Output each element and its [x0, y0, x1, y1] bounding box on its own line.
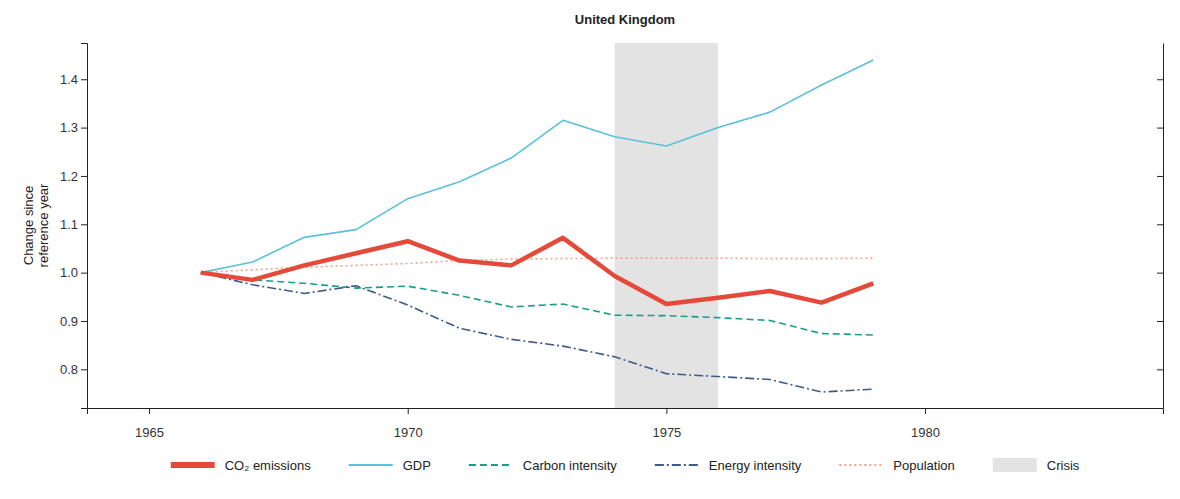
legend-item: Carbon intensity: [469, 458, 617, 473]
y-tick: 1.0: [60, 265, 87, 280]
legend-swatch: [469, 464, 513, 466]
legend-label: Population: [893, 458, 954, 473]
series-line: [201, 273, 874, 335]
legend-label: CO₂ emissions: [225, 458, 311, 473]
y-tick-label: 0.9: [60, 314, 78, 329]
y-tick: 1.4: [60, 72, 87, 87]
y-tick: 1.1: [60, 217, 87, 232]
y-tick-right: [1157, 321, 1163, 322]
legend-item: Energy intensity: [655, 458, 802, 473]
y-tick-mark: [1157, 321, 1163, 322]
legend-swatch: [349, 464, 393, 466]
x-tick-mark: [408, 408, 409, 414]
y-tick-right: [1157, 273, 1163, 274]
y-tick-mark: [81, 79, 87, 80]
plot-area: 0.8 0.9 1.0 1.1 1.2 1.3 1.4 1965 1970 1975 1980: [60, 43, 1164, 440]
x-tick: 1975: [652, 408, 681, 440]
legend-label: Carbon intensity: [523, 458, 617, 473]
y-tick: 1.2: [60, 169, 87, 184]
y-tick-mark: [1157, 224, 1163, 225]
legend-label: Energy intensity: [709, 458, 802, 473]
y-tick-label: 1.4: [60, 72, 78, 87]
x-tick-label: 1980: [911, 425, 940, 440]
legend-swatch: [171, 462, 215, 468]
y-tick-mark: [81, 369, 87, 370]
y-tick-label: 1.0: [60, 265, 78, 280]
y-axis-line: [81, 44, 88, 409]
legend-swatch: [993, 458, 1037, 472]
legend-swatch: [839, 464, 883, 466]
title: United Kingdom: [575, 12, 675, 27]
x-axis: 1965 1970 1975 1980: [88, 408, 1164, 440]
legend-item: Crisis: [993, 458, 1080, 473]
legend-item: CO₂ emissions: [171, 458, 311, 473]
y-tick-mark: [81, 128, 87, 129]
y-axis: 0.8 0.9 1.0 1.1 1.2 1.3 1.4: [60, 44, 88, 409]
legend-label: GDP: [403, 458, 431, 473]
y-tick-mark: [1157, 176, 1163, 177]
y-tick-mark: [1157, 369, 1163, 370]
y-tick-right: [1157, 369, 1163, 370]
crisis-band: [615, 43, 718, 408]
y-tick-right: [1157, 79, 1163, 80]
x-tick: 1965: [135, 408, 164, 440]
y-axis-title: Change sincereference year: [21, 183, 51, 267]
chart: 0.8 0.9 1.0 1.1 1.2 1.3 1.4 1965 1970 1975 1980 Uni…: [0, 0, 1180, 499]
y-tick-mark: [1157, 128, 1163, 129]
y-tick-mark: [1157, 79, 1163, 80]
x-tick: 1970: [394, 408, 423, 440]
y-tick-mark: [81, 224, 87, 225]
legend-swatch: [655, 464, 699, 466]
legend-label: Crisis: [1047, 458, 1080, 473]
y-tick-right: [1157, 176, 1163, 177]
x-tick-label: 1965: [135, 425, 164, 440]
y-tick-mark: [1157, 273, 1163, 274]
legend-item: Population: [839, 458, 954, 473]
series-line: [201, 238, 874, 304]
y-tick-label: 1.2: [60, 169, 78, 184]
series-line: [201, 60, 874, 273]
x-tick-mark: [149, 408, 150, 414]
legend-item: GDP: [349, 458, 431, 473]
y-tick: 0.9: [60, 314, 87, 329]
marks: [201, 43, 874, 408]
y-tick-mark: [81, 321, 87, 322]
x-tick-label: 1975: [652, 425, 681, 440]
x-axis-line: [88, 409, 1164, 415]
y-tick-mark: [81, 176, 87, 177]
y-tick: 0.8: [60, 362, 87, 377]
y-axis-line: [1163, 44, 1164, 409]
x-tick-label: 1970: [394, 425, 423, 440]
y-tick-right: [1157, 128, 1163, 129]
y-tick-right: [1157, 224, 1163, 225]
y-tick: 1.3: [60, 120, 87, 135]
x-tick-mark: [666, 408, 667, 414]
y-axis-right: [1157, 44, 1164, 409]
y-tick-label: 1.1: [60, 217, 78, 232]
y-tick-label: 0.8: [60, 362, 78, 377]
x-tick-mark: [925, 408, 926, 414]
y-tick-mark: [81, 273, 87, 274]
y-tick-label: 1.3: [60, 120, 78, 135]
x-tick: 1980: [911, 408, 940, 440]
legend: CO₂ emissions GDP Carbon intensity Energy i…: [171, 458, 1080, 473]
